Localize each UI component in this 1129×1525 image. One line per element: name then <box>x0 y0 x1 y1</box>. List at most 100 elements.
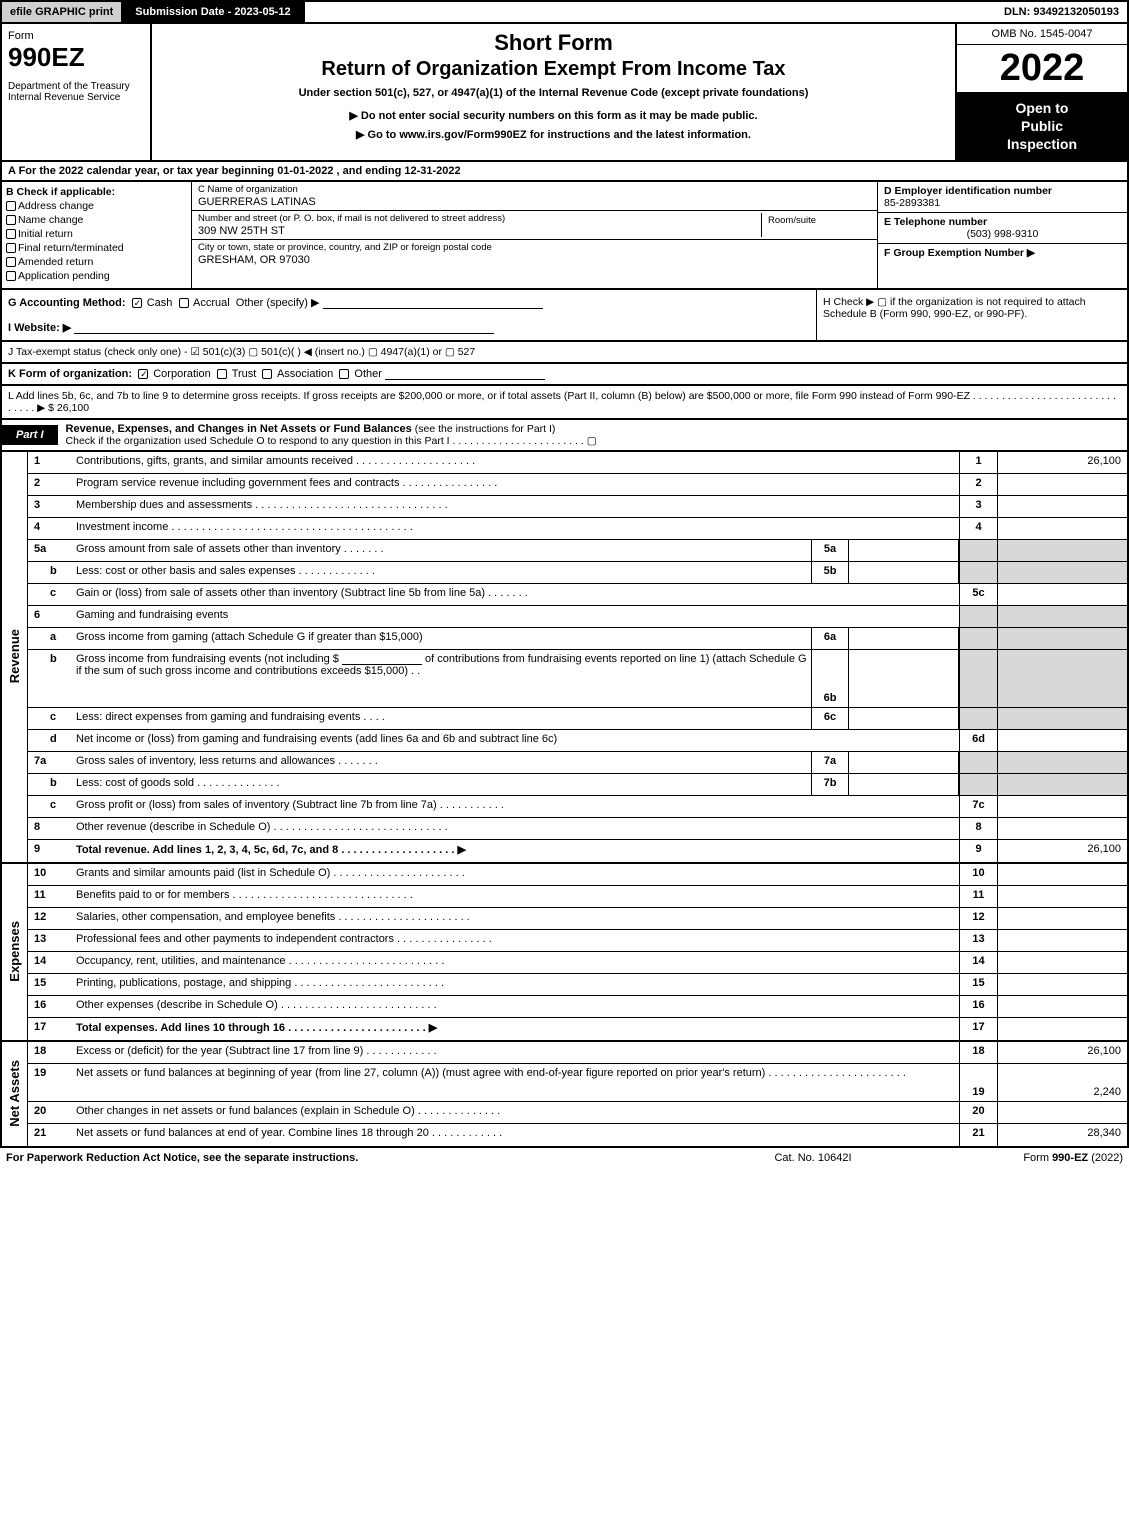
ln-right-val <box>997 864 1127 885</box>
line-12: 12 Salaries, other compensation, and emp… <box>28 908 1127 930</box>
f-group-exemption: F Group Exemption Number ▶ <box>878 244 1127 262</box>
section-c-org-info: C Name of organization GUERRERAS LATINAS… <box>192 182 877 288</box>
chk-association[interactable] <box>262 369 272 379</box>
form-subtitle-3: ▶ Go to www.irs.gov/Form990EZ for instru… <box>158 128 949 141</box>
other-org-blank[interactable] <box>385 379 545 380</box>
ln-desc: Benefits paid to or for members . . . . … <box>72 886 959 907</box>
section-d-e-f: D Employer identification number 85-2893… <box>877 182 1127 288</box>
c-city-value: GRESHAM, OR 97030 <box>198 254 871 266</box>
website-blank[interactable] <box>74 333 494 334</box>
ln-desc: Total expenses. Add lines 10 through 16 … <box>72 1018 959 1040</box>
ln-desc: Excess or (deficit) for the year (Subtra… <box>72 1042 959 1063</box>
part-1-title-text: Revenue, Expenses, and Changes in Net As… <box>66 423 412 435</box>
g-label: G Accounting Method: <box>8 297 126 309</box>
ln-right-val <box>997 518 1127 539</box>
ln-mid-val <box>849 540 959 561</box>
ln-right-num-shade <box>959 650 997 707</box>
submission-date: Submission Date - 2023-05-12 <box>123 2 304 22</box>
ln-right-num: 15 <box>959 974 997 995</box>
ln-right-num: 17 <box>959 1018 997 1040</box>
line-8: 8 Other revenue (describe in Schedule O)… <box>28 818 1127 840</box>
ln-desc: Gain or (loss) from sale of assets other… <box>72 584 959 605</box>
cat-no: Cat. No. 10642I <box>703 1152 923 1164</box>
chk-name-change[interactable]: Name change <box>6 214 187 226</box>
line-2: 2 Program service revenue including gove… <box>28 474 1127 496</box>
ln-right-val-shade <box>997 606 1127 627</box>
ln-num: 11 <box>28 886 72 907</box>
ln-num: 6 <box>28 606 72 627</box>
chk-trust[interactable] <box>217 369 227 379</box>
line-6a: a Gross income from gaming (attach Sched… <box>28 628 1127 650</box>
chk-initial-return[interactable]: Initial return <box>6 228 187 240</box>
ln-right-val <box>997 474 1127 495</box>
line-4: 4 Investment income . . . . . . . . . . … <box>28 518 1127 540</box>
ln-desc: Membership dues and assessments . . . . … <box>72 496 959 517</box>
ln-desc: Gross income from gaming (attach Schedul… <box>72 628 811 649</box>
ln-right-val-shade <box>997 562 1127 583</box>
trust-label: Trust <box>232 368 257 380</box>
row-a-tax-year: A For the 2022 calendar year, or tax yea… <box>0 162 1129 182</box>
chk-corporation[interactable] <box>138 369 148 379</box>
ln-num: 21 <box>28 1124 72 1146</box>
header-mid: Short Form Return of Organization Exempt… <box>152 24 955 160</box>
ln-num: b <box>28 562 72 583</box>
expenses-rows: 10 Grants and similar amounts paid (list… <box>28 864 1127 1040</box>
line-5c: c Gain or (loss) from sale of assets oth… <box>28 584 1127 606</box>
ln-desc: Other changes in net assets or fund bala… <box>72 1102 959 1123</box>
form-subtitle-1: Under section 501(c), 527, or 4947(a)(1)… <box>158 87 949 99</box>
form-subtitle-2: ▶ Do not enter social security numbers o… <box>158 109 949 122</box>
ln-desc: Gross amount from sale of assets other t… <box>72 540 811 561</box>
ln-mid-num: 6c <box>811 708 849 729</box>
ln-mid-val <box>849 708 959 729</box>
form-word: Form <box>8 30 144 42</box>
chk-label: Address change <box>18 200 94 212</box>
revenue-section: Revenue 1 Contributions, gifts, grants, … <box>0 452 1129 864</box>
chk-final-return[interactable]: Final return/terminated <box>6 242 187 254</box>
line-15: 15 Printing, publications, postage, and … <box>28 974 1127 996</box>
line-6d: d Net income or (loss) from gaming and f… <box>28 730 1127 752</box>
chk-other[interactable] <box>339 369 349 379</box>
ln-desc: Other revenue (describe in Schedule O) .… <box>72 818 959 839</box>
ln-desc: Printing, publications, postage, and shi… <box>72 974 959 995</box>
ln-desc: Gross profit or (loss) from sales of inv… <box>72 796 959 817</box>
line-21: 21 Net assets or fund balances at end of… <box>28 1124 1127 1146</box>
chk-application-pending[interactable]: Application pending <box>6 270 187 282</box>
chk-amended-return[interactable]: Amended return <box>6 256 187 268</box>
ln-desc: Investment income . . . . . . . . . . . … <box>72 518 959 539</box>
ln-desc: Less: direct expenses from gaming and fu… <box>72 708 811 729</box>
ln-desc: Program service revenue including govern… <box>72 474 959 495</box>
ln-right-val <box>997 974 1127 995</box>
ln-mid-val <box>849 752 959 773</box>
ln-num: c <box>28 584 72 605</box>
ln-desc: Grants and similar amounts paid (list in… <box>72 864 959 885</box>
top-bar: efile GRAPHIC print Submission Date - 20… <box>0 0 1129 24</box>
chk-cash[interactable] <box>132 298 142 308</box>
ln-right-num-shade <box>959 562 997 583</box>
header-left: Form 990EZ Department of the Treasury In… <box>2 24 152 160</box>
line-10: 10 Grants and similar amounts paid (list… <box>28 864 1127 886</box>
expenses-vbar: Expenses <box>2 864 28 1040</box>
topbar-spacer <box>305 2 996 22</box>
revenue-vbar: Revenue <box>2 452 28 862</box>
ln-right-num: 11 <box>959 886 997 907</box>
ln-right-val-shade <box>997 752 1127 773</box>
ln-right-num-shade <box>959 606 997 627</box>
ln-right-num: 9 <box>959 840 997 862</box>
other-label: Other (specify) ▶ <box>236 297 320 309</box>
ln-desc: Gaming and fundraising events <box>72 606 959 627</box>
chk-accrual[interactable] <box>179 298 189 308</box>
ln-right-num: 5c <box>959 584 997 605</box>
form-ref-a: Form <box>1023 1152 1052 1164</box>
b-heading: B Check if applicable: <box>6 186 187 198</box>
line-17: 17 Total expenses. Add lines 10 through … <box>28 1018 1127 1040</box>
ln-right-val-shade <box>997 628 1127 649</box>
ln-num: 5a <box>28 540 72 561</box>
form-ref-b: 990-EZ <box>1052 1152 1088 1164</box>
line-19: 19 Net assets or fund balances at beginn… <box>28 1064 1127 1102</box>
ln-right-num: 1 <box>959 452 997 473</box>
form-number: 990EZ <box>8 42 144 73</box>
form-ref: Form 990-EZ (2022) <box>923 1152 1123 1164</box>
ln-desc: Professional fees and other payments to … <box>72 930 959 951</box>
other-specify-blank[interactable] <box>323 308 543 309</box>
chk-address-change[interactable]: Address change <box>6 200 187 212</box>
